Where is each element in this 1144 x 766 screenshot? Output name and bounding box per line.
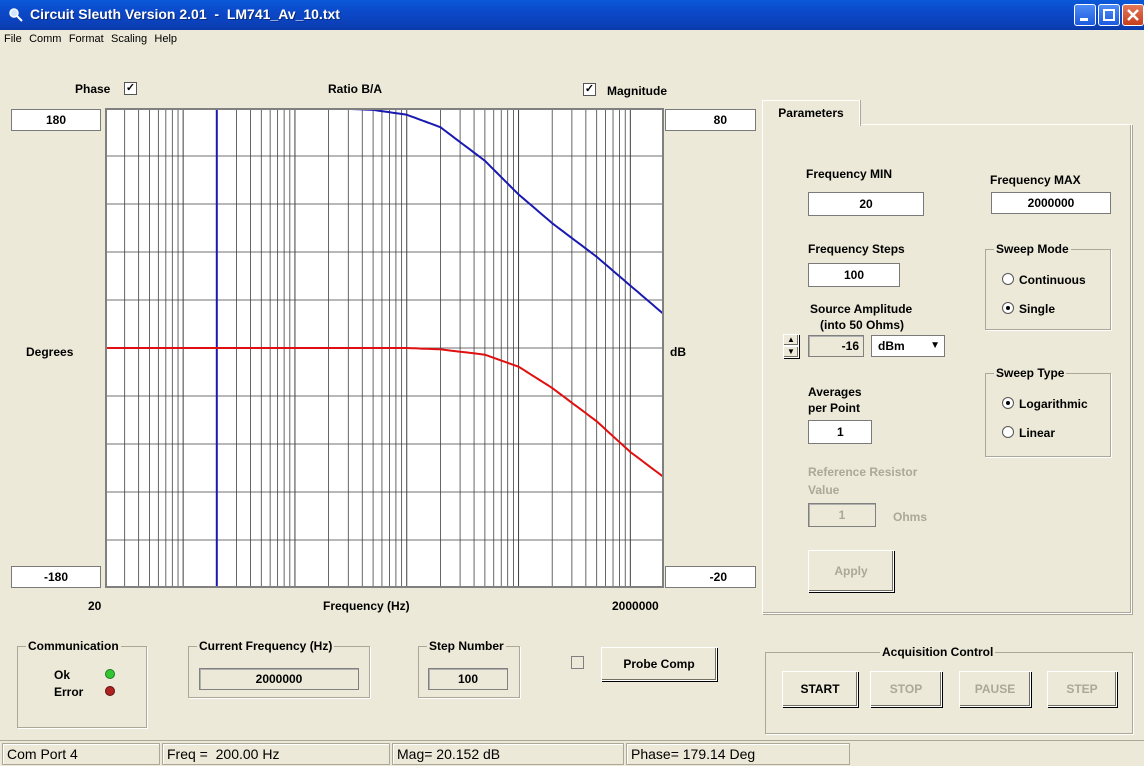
- phase-checkbox[interactable]: ✓: [124, 82, 137, 95]
- step-number-field: 100: [428, 668, 508, 690]
- freq-max-label: Frequency MAX: [990, 173, 1081, 187]
- menu-help[interactable]: Help: [154, 33, 178, 45]
- status-magnitude: Mag= 20.152 dB: [392, 743, 624, 765]
- check-icon: ✓: [125, 82, 136, 94]
- status-phase: Phase= 179.14 Deg: [626, 743, 850, 765]
- apply-button[interactable]: Apply: [808, 550, 894, 592]
- sweep-type-label: Sweep Type: [994, 366, 1067, 380]
- sweep-mode-label: Sweep Mode: [994, 242, 1071, 256]
- phase-label: Phase: [75, 82, 111, 96]
- menu-comm[interactable]: Comm: [29, 33, 62, 45]
- current-frequency-group: Current Frequency (Hz): [188, 639, 370, 698]
- bode-plot[interactable]: [105, 108, 664, 588]
- minimize-icon: [1080, 18, 1088, 21]
- menu-file[interactable]: File: [4, 33, 22, 45]
- db-axis-label: dB: [670, 345, 686, 359]
- step-number-label: Step Number: [427, 639, 506, 653]
- ok-led-icon: [106, 670, 114, 678]
- communication-label: Communication: [26, 639, 121, 653]
- probe-comp-checkbox[interactable]: [571, 656, 584, 669]
- maximize-button[interactable]: [1098, 4, 1120, 26]
- error-label: Error: [54, 685, 84, 699]
- magnitude-series-line: [328, 108, 664, 316]
- start-button[interactable]: START: [782, 671, 858, 707]
- current-frequency-field: 2000000: [199, 668, 359, 690]
- error-led-icon: [106, 687, 114, 695]
- source-amp-field[interactable]: -16: [808, 335, 864, 357]
- freq-min-label: Frequency MIN: [806, 167, 893, 181]
- logarithmic-label[interactable]: Logarithmic: [1019, 397, 1088, 411]
- app-icon: [9, 8, 23, 22]
- close-button[interactable]: [1122, 4, 1144, 26]
- ref-res-label: Reference Resistor: [808, 465, 918, 479]
- ref-res-field: 1: [808, 503, 876, 527]
- status-com-port: Com Port 4: [2, 743, 160, 765]
- mag-max-field[interactable]: 80: [665, 109, 756, 131]
- freq-min-field[interactable]: 20: [808, 192, 924, 216]
- plot-border: [105, 108, 664, 588]
- radio-single[interactable]: [1002, 302, 1014, 314]
- magnitude-label: Magnitude: [607, 84, 667, 98]
- radio-continuous[interactable]: [1002, 273, 1014, 285]
- maximize-icon: [1103, 9, 1115, 21]
- close-icon: [1127, 9, 1139, 21]
- freq-steps-field[interactable]: 100: [808, 263, 900, 287]
- amp-unit-select[interactable]: dBm ▼: [871, 335, 945, 357]
- ref-res-value-label: Value: [808, 483, 840, 497]
- menu-bar: File Comm Format Scaling Help: [0, 30, 1144, 50]
- communication-group: Communication: [17, 639, 147, 728]
- step-number-group: Step Number: [418, 639, 520, 698]
- phase-series-line: [105, 347, 664, 479]
- ratio-label: Ratio B/A: [328, 82, 382, 96]
- averages-label: Averages: [808, 385, 862, 399]
- ohms-label: Ohms: [893, 510, 928, 524]
- source-amp-sub-label: (into 50 Ohms): [820, 318, 905, 332]
- status-frequency: Freq = 200.00 Hz: [162, 743, 390, 765]
- continuous-label[interactable]: Continuous: [1019, 273, 1086, 287]
- x-axis-label: Frequency (Hz): [323, 599, 410, 613]
- dropdown-arrow-icon: ▼: [930, 340, 940, 351]
- tab-parameters[interactable]: Parameters: [762, 100, 860, 126]
- amp-down-button[interactable]: ▼: [783, 346, 799, 358]
- menu-format[interactable]: Format: [68, 33, 104, 45]
- sweep-type-group: Sweep Type: [985, 366, 1111, 457]
- single-label[interactable]: Single: [1019, 302, 1056, 316]
- linear-label[interactable]: Linear: [1019, 426, 1056, 440]
- acquisition-control-group: Acquisition Control: [765, 645, 1133, 734]
- per-point-label: per Point: [808, 401, 861, 415]
- amp-up-button[interactable]: ▲: [783, 334, 799, 346]
- parameters-panel: [762, 124, 1132, 614]
- pause-button[interactable]: PAUSE: [959, 671, 1031, 707]
- radio-logarithmic[interactable]: [1002, 397, 1014, 409]
- sweep-mode-group: Sweep Mode: [985, 242, 1111, 330]
- averages-field[interactable]: 1: [808, 420, 872, 444]
- x-min-label: 20: [88, 599, 102, 613]
- stop-button[interactable]: STOP: [870, 671, 942, 707]
- step-button[interactable]: STEP: [1047, 671, 1117, 707]
- amp-unit-value: dBm: [878, 339, 905, 353]
- menu-scaling[interactable]: Scaling: [111, 33, 148, 45]
- freq-max-field[interactable]: 2000000: [991, 192, 1111, 214]
- radio-linear[interactable]: [1002, 426, 1014, 438]
- freq-steps-label: Frequency Steps: [808, 242, 905, 256]
- phase-min-field[interactable]: -180: [11, 566, 101, 588]
- window-title: Circuit Sleuth Version 2.01 - LM741_Av_1…: [30, 6, 340, 22]
- mag-min-field[interactable]: -20: [665, 566, 756, 588]
- check-icon: ✓: [584, 83, 595, 95]
- ok-label: Ok: [54, 668, 71, 682]
- probe-comp-button[interactable]: Probe Comp: [601, 647, 717, 681]
- x-max-label: 2000000: [612, 599, 659, 613]
- title-bar: Circuit Sleuth Version 2.01 - LM741_Av_1…: [0, 0, 1144, 30]
- minimize-button[interactable]: [1074, 4, 1096, 26]
- degrees-axis-label: Degrees: [26, 345, 74, 359]
- status-bar: Com Port 4 Freq = 200.00 Hz Mag= 20.152 …: [0, 740, 1144, 766]
- acquisition-control-label: Acquisition Control: [880, 645, 996, 659]
- arrow-down-icon: ▼: [787, 347, 795, 356]
- current-frequency-label: Current Frequency (Hz): [197, 639, 335, 653]
- arrow-up-icon: ▲: [787, 335, 795, 344]
- magnitude-checkbox[interactable]: ✓: [583, 83, 596, 96]
- phase-max-field[interactable]: 180: [11, 109, 101, 131]
- source-amp-label: Source Amplitude: [810, 302, 913, 316]
